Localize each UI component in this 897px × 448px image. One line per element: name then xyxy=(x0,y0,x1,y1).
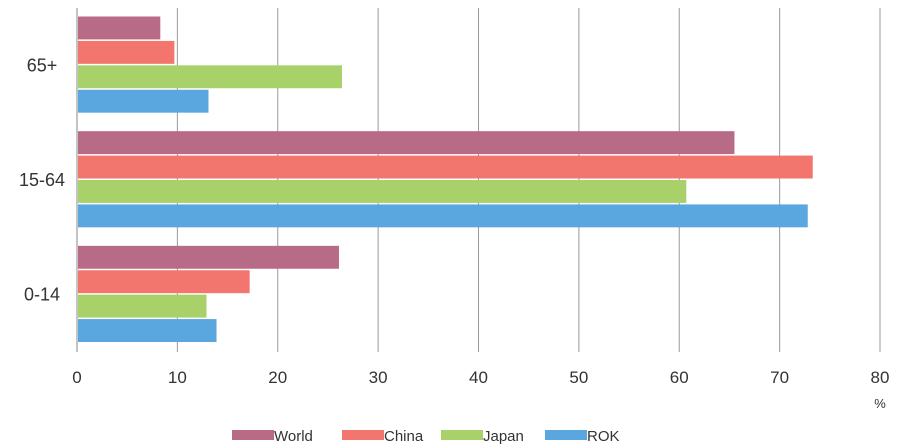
legend-label-japan: Japan xyxy=(483,428,524,445)
bar-japan-65+ xyxy=(78,65,342,89)
bar-world-0-14 xyxy=(78,245,339,269)
legend-label-rok: ROK xyxy=(587,428,620,445)
bar-china-0-14 xyxy=(78,270,250,294)
bar-world-65+ xyxy=(78,16,161,40)
legend: World China Japan ROK xyxy=(232,428,620,445)
x-tick-label: 30 xyxy=(369,368,388,387)
bar-rok-0-14 xyxy=(78,319,217,342)
x-tick-labels: 0 10 20 30 40 50 60 70 80 xyxy=(72,368,889,387)
bar-world-15-64 xyxy=(78,131,735,155)
x-tick-label: 0 xyxy=(72,368,81,387)
x-tick-label: 40 xyxy=(469,368,488,387)
legend-swatch-world xyxy=(232,430,274,440)
category-label: 0-14 xyxy=(24,285,60,305)
legend-label-world: World xyxy=(274,428,313,445)
x-tick-label: 70 xyxy=(770,368,789,387)
legend-label-china: China xyxy=(384,428,424,445)
bar-china-15-64 xyxy=(78,155,813,179)
bar-japan-0-14 xyxy=(78,294,207,318)
bars xyxy=(78,16,813,342)
x-tick-label: 20 xyxy=(268,368,287,387)
legend-swatch-rok xyxy=(545,430,587,440)
x-tick-label: 80 xyxy=(871,368,890,387)
bar-japan-15-64 xyxy=(78,180,687,203)
category-label: 65+ xyxy=(27,55,58,75)
x-tick-label: 10 xyxy=(168,368,187,387)
category-label: 15-64 xyxy=(19,170,65,190)
bar-rok-15-64 xyxy=(78,204,808,228)
bar-rok-65+ xyxy=(78,89,209,113)
bar-china-65+ xyxy=(78,40,175,64)
category-labels: 65+ 15-64 0-14 xyxy=(19,55,65,304)
x-tick-label: 50 xyxy=(569,368,588,387)
x-unit-label: % xyxy=(874,396,886,411)
legend-swatch-china xyxy=(342,430,384,440)
legend-swatch-japan xyxy=(441,430,483,440)
x-tick-label: 60 xyxy=(670,368,689,387)
